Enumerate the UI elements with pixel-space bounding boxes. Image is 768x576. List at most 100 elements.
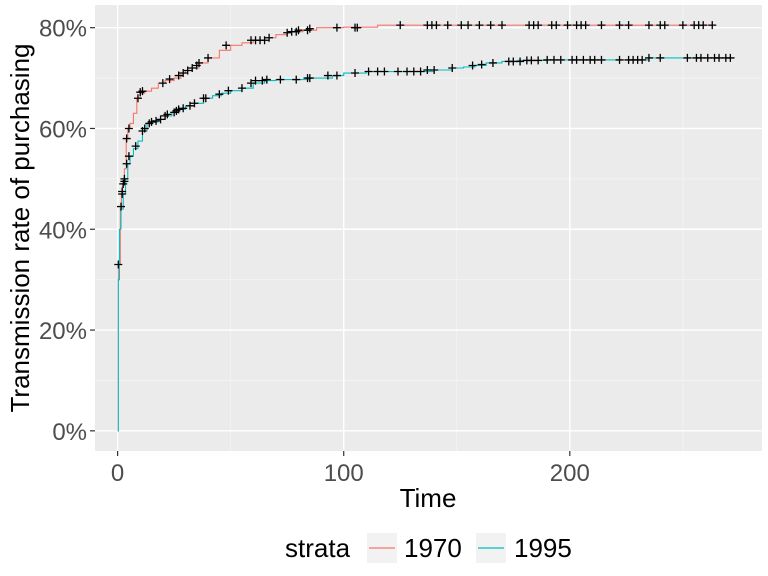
censor-mark <box>486 21 495 30</box>
censor-mark <box>549 55 558 64</box>
censor-mark <box>332 71 341 80</box>
censor-mark <box>332 23 341 32</box>
censor-mark <box>699 21 708 30</box>
censor-mark <box>122 159 131 168</box>
legend-label-1995: 1995 <box>514 533 572 563</box>
censor-mark <box>615 55 624 64</box>
censor-mark <box>118 189 127 198</box>
censor-mark <box>534 21 543 30</box>
censor-mark <box>201 94 210 103</box>
y-tick-label: 20% <box>39 318 87 345</box>
censor-mark <box>140 124 149 133</box>
censor-mark <box>258 76 267 85</box>
censor-mark <box>488 58 497 67</box>
censor-mark <box>158 79 167 88</box>
censor-mark <box>430 66 439 75</box>
censor-mark <box>133 94 142 103</box>
censor-mark <box>165 75 174 84</box>
censor-mark <box>183 66 192 75</box>
censor-mark <box>131 142 140 151</box>
legend-label-1970: 1970 <box>404 533 462 563</box>
censor-mark <box>190 99 199 108</box>
censor-mark <box>117 202 126 211</box>
censor-mark <box>222 41 231 50</box>
censor-mark <box>638 55 647 64</box>
censor-mark <box>726 53 735 62</box>
grid-lines <box>95 5 762 451</box>
y-tick-label: 0% <box>52 419 87 446</box>
censor-mark <box>120 174 129 183</box>
censor-mark <box>590 55 599 64</box>
axes: 0 100 200 0% 20% 40% 60% 80% <box>39 16 590 487</box>
censor-mark <box>174 71 183 80</box>
censor-mark <box>179 69 188 78</box>
censor-mark <box>423 66 432 75</box>
censor-mark <box>696 53 705 62</box>
censor-mark <box>543 55 552 64</box>
censor-mark <box>294 26 303 35</box>
censor-mark <box>516 57 525 66</box>
censor-mark <box>683 53 692 62</box>
censor-mark <box>215 90 224 99</box>
censor-mark <box>276 75 285 84</box>
censor-mark <box>556 55 565 64</box>
censor-mark <box>708 21 717 30</box>
censor-mark <box>644 21 653 30</box>
censor-mark <box>292 75 301 84</box>
censor-mark <box>715 53 724 62</box>
censor-mark <box>373 67 382 76</box>
censor-mark <box>457 21 466 30</box>
censor-mark <box>122 134 131 143</box>
censor-mark <box>703 53 712 62</box>
y-tick-label: 60% <box>39 116 87 143</box>
censor-mark <box>409 67 418 76</box>
censor-mark <box>163 110 172 119</box>
censor-mark <box>262 75 271 84</box>
censor-mark <box>644 53 653 62</box>
censor-mark <box>597 55 606 64</box>
censor-mark <box>563 21 572 30</box>
censor-mark <box>114 260 123 269</box>
censor-mark <box>247 79 256 88</box>
series-line-1970 <box>117 24 713 432</box>
censor-mark <box>265 33 274 42</box>
censor-mark <box>534 56 543 65</box>
legend-key-1995 <box>476 533 506 563</box>
series-layer <box>117 24 735 432</box>
censor-marks <box>114 21 735 269</box>
censor-mark <box>579 55 588 64</box>
censor-mark <box>237 84 246 93</box>
censor-mark <box>656 53 665 62</box>
censor-mark <box>432 21 441 30</box>
censor-mark <box>660 21 669 30</box>
censor-mark <box>351 69 360 78</box>
plot-panel <box>95 5 762 451</box>
censor-mark <box>527 56 536 65</box>
censor-mark <box>552 21 561 30</box>
censor-mark <box>156 115 165 124</box>
censor-mark <box>124 124 133 133</box>
censor-mark <box>138 87 147 96</box>
y-tick-label: 80% <box>39 16 87 43</box>
censor-mark <box>393 67 402 76</box>
censor-mark <box>416 67 425 76</box>
censor-mark <box>468 61 477 70</box>
x-tick-label: 0 <box>111 460 124 487</box>
censor-mark <box>179 104 188 113</box>
censor-mark <box>147 117 156 126</box>
censor-mark <box>224 86 233 95</box>
censor-mark <box>403 67 412 76</box>
legend-title: strata <box>285 533 351 563</box>
censor-mark <box>364 67 373 76</box>
censor-mark <box>353 23 362 32</box>
censor-mark <box>615 21 624 30</box>
censor-mark <box>185 101 194 110</box>
censor-mark <box>443 21 452 30</box>
censor-mark <box>572 55 581 64</box>
censor-mark <box>624 21 633 30</box>
censor-mark <box>464 21 473 30</box>
censor-mark <box>581 21 590 30</box>
censor-mark <box>195 58 204 67</box>
censor-mark <box>396 21 405 30</box>
censor-mark <box>323 71 332 80</box>
